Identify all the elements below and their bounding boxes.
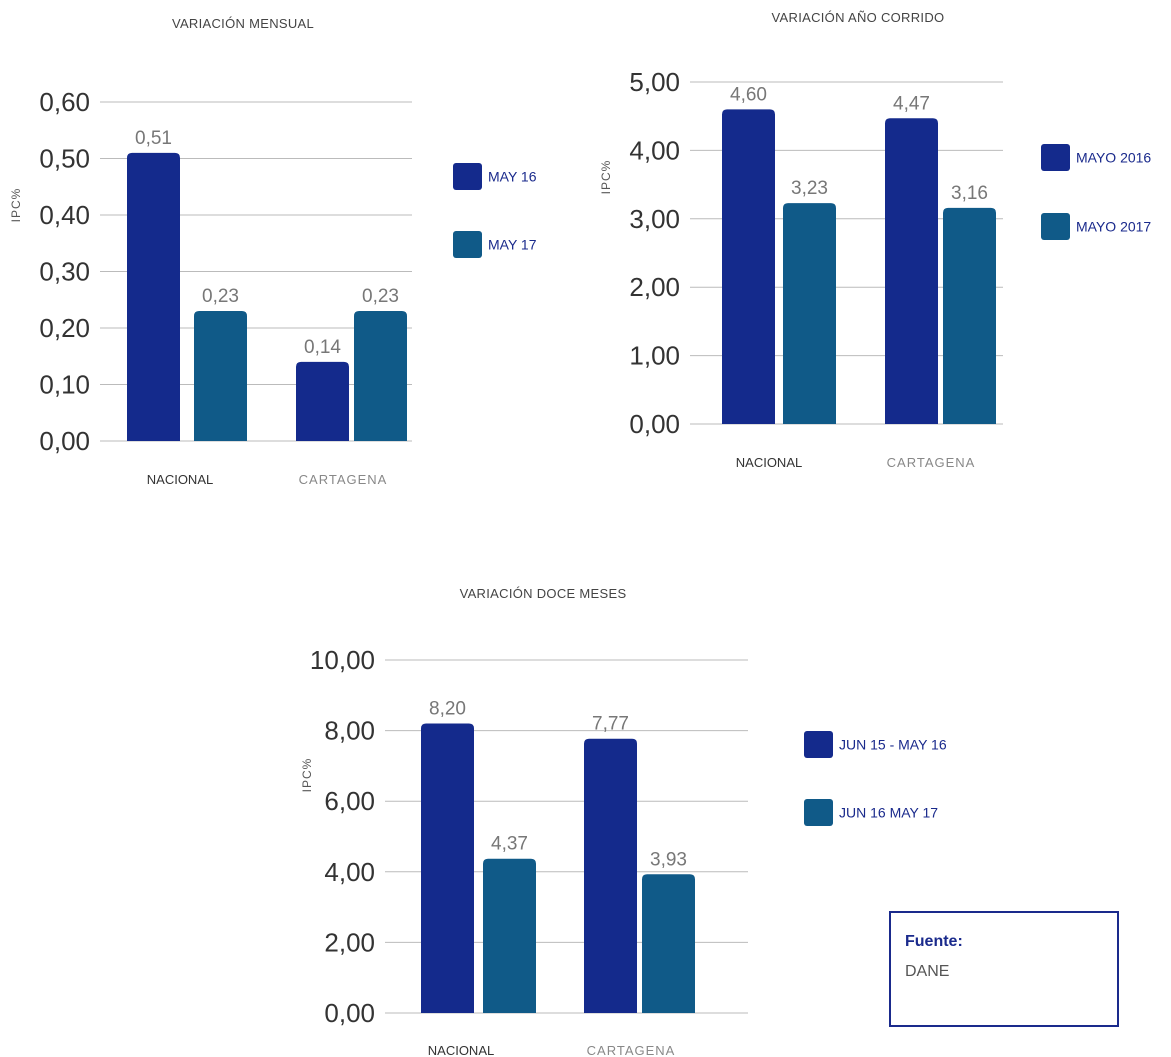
bar — [783, 203, 836, 424]
category-label: CARTAGENA — [587, 1043, 676, 1057]
chart-title: VARIACIÓN AÑO CORRIDO — [772, 10, 945, 25]
y-tick-label: 0,00 — [629, 409, 680, 439]
legend-label: MAYO 2016 — [1076, 150, 1151, 166]
chart-title: VARIACIÓN DOCE MESES — [460, 586, 627, 601]
chart-3: VARIACIÓN DOCE MESES IPC% 0,00 2,00 4,00 6,00… — [300, 586, 947, 1057]
y-axis-label: IPC% — [599, 160, 613, 195]
legend-label: MAYO 2017 — [1076, 219, 1151, 235]
data-label: 8,20 — [429, 699, 466, 720]
data-label: 0,51 — [135, 128, 172, 149]
legend-swatch — [453, 231, 482, 258]
category-label: CARTAGENA — [887, 455, 976, 470]
chart-1: VARIACIÓN MENSUAL IPC% 0,00 0,10 0,20 0,30 0,4… — [9, 16, 537, 487]
category-label: NACIONAL — [736, 455, 802, 470]
legend-swatch — [804, 799, 833, 826]
data-label: 4,37 — [491, 834, 528, 855]
y-tick-label: 0,40 — [39, 200, 90, 230]
chart-2: VARIACIÓN AÑO CORRIDO IPC% 0,00 1,00 2,00 3,0… — [599, 10, 1151, 470]
legend-swatch — [804, 731, 833, 758]
bar — [584, 738, 637, 1013]
legend-label: JUN 16 MAY 17 — [839, 805, 938, 821]
data-label: 0,23 — [202, 286, 239, 307]
data-label: 4,47 — [893, 93, 930, 114]
y-tick-label: 0,60 — [39, 87, 90, 117]
data-label: 4,60 — [730, 84, 767, 105]
category-label: NACIONAL — [147, 472, 213, 487]
y-tick-label: 0,20 — [39, 313, 90, 343]
bar — [194, 311, 247, 441]
y-tick-label: 2,00 — [629, 272, 680, 302]
data-label: 3,23 — [791, 178, 828, 199]
bar — [642, 874, 695, 1013]
legend-swatch — [453, 163, 482, 190]
category-label: NACIONAL — [428, 1043, 494, 1057]
source-label: Fuente: — [905, 933, 963, 950]
y-tick-label: 3,00 — [629, 204, 680, 234]
data-label: 7,77 — [592, 714, 629, 735]
bar — [885, 118, 938, 424]
bar — [943, 207, 996, 424]
data-label: 0,23 — [362, 286, 399, 307]
source-value: DANE — [905, 963, 950, 980]
y-tick-label: 4,00 — [324, 857, 375, 887]
bar — [421, 723, 474, 1013]
y-tick-label: 0,00 — [39, 426, 90, 456]
data-label: 3,16 — [951, 183, 988, 204]
legend-swatch — [1041, 213, 1070, 240]
y-tick-label: 0,10 — [39, 370, 90, 400]
data-label: 0,14 — [304, 337, 341, 358]
legend-label: MAY 17 — [488, 237, 537, 253]
y-axis-label: IPC% — [300, 758, 314, 793]
data-label: 3,93 — [650, 849, 687, 870]
y-axis-label: IPC% — [9, 188, 23, 223]
y-tick-label: 2,00 — [324, 927, 375, 957]
source-box: Fuente: DANE — [889, 911, 1119, 1027]
bar — [354, 311, 407, 441]
y-tick-label: 8,00 — [324, 716, 375, 746]
y-tick-label: 0,00 — [324, 998, 375, 1028]
y-tick-label: 5,00 — [629, 67, 680, 97]
y-tick-label: 10,00 — [310, 645, 375, 675]
y-tick-label: 0,50 — [39, 144, 90, 174]
bar — [722, 109, 775, 425]
y-tick-label: 1,00 — [629, 341, 680, 371]
bar — [296, 361, 349, 441]
bar — [127, 152, 180, 441]
legend-label: MAY 16 — [488, 169, 537, 185]
chart-title: VARIACIÓN MENSUAL — [172, 16, 314, 31]
bar — [483, 858, 536, 1013]
y-tick-label: 4,00 — [629, 135, 680, 165]
legend-swatch — [1041, 144, 1070, 171]
y-tick-label: 0,30 — [39, 257, 90, 287]
legend-label: JUN 15 - MAY 16 — [839, 737, 947, 753]
category-label: CARTAGENA — [299, 472, 388, 487]
y-tick-label: 6,00 — [324, 786, 375, 816]
